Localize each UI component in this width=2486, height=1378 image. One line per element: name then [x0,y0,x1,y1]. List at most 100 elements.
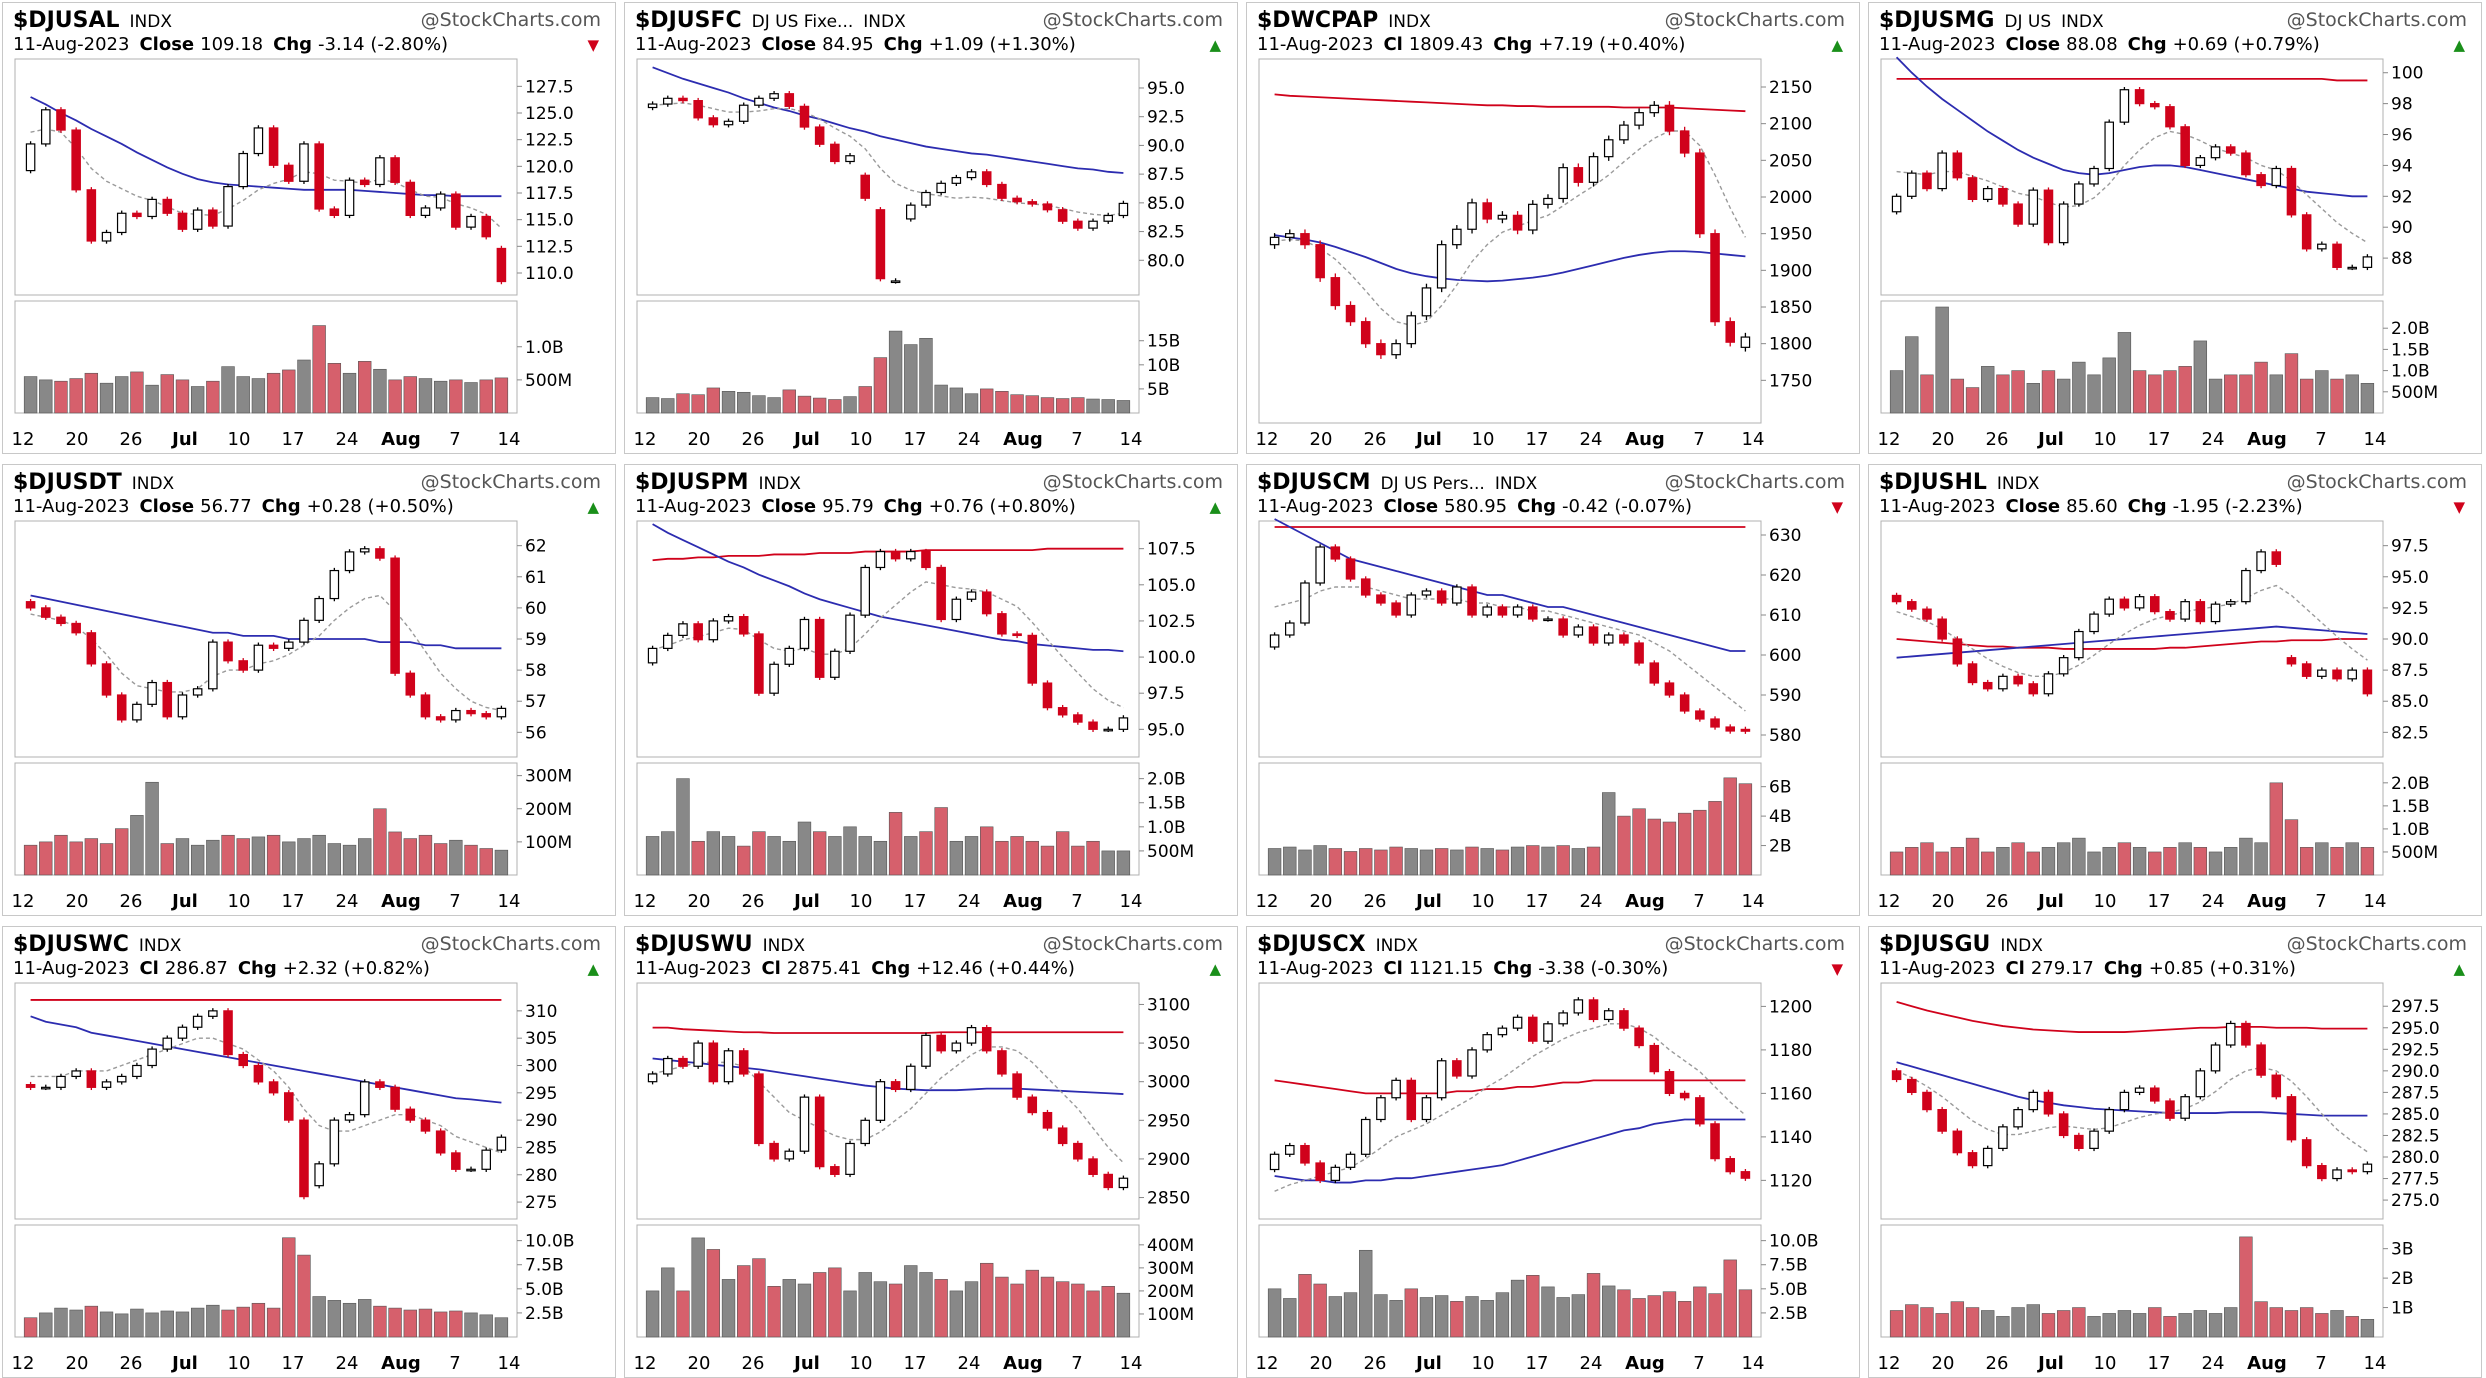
volume-bar [1950,1301,1965,1338]
volume-tick-label: 300M [525,767,572,787]
volume-bar [190,386,205,414]
change-label: Chg [273,34,313,55]
candle [1664,1071,1675,1094]
volume-bar [1996,847,2010,876]
candle [2119,89,2130,123]
volume-bar [858,1272,872,1338]
volume-bar [175,838,190,876]
long-moving-average-line [1274,1079,1746,1095]
candle [1315,546,1325,584]
candle [1558,618,1568,636]
chart-panel[interactable]: $DJUSDT INDX @StockCharts.com 11-Aug-2023 Cl… [2,464,616,916]
chart-panel[interactable]: $DJUSWU INDX @StockCharts.com 11-Aug-2023 Cl… [624,926,1238,1378]
chart-panel[interactable]: $DJUSFC DJ US Fixe... INDX @StockCharts.com… [624,2,1238,454]
candle [1497,1027,1508,1036]
chart-panel[interactable]: $DWCPAP INDX @StockCharts.com 11-Aug-2023 Cl… [1246,2,1860,454]
price-tick-label: 115.0 [525,211,574,231]
volume-bar [388,1307,402,1338]
chart-panel[interactable]: $DJUSMG DJ US INDX @StockCharts.com 11-Aug-2… [1868,2,2482,454]
x-tick-label: 12 [1878,891,1901,912]
candle [814,1096,825,1168]
candle [344,551,355,572]
change-value: +2.32 (+0.82%) [282,958,430,979]
candle [1528,606,1538,620]
volume-bar [1920,374,1934,414]
candle [1619,634,1629,644]
price-tick-label: 85.0 [1147,194,1185,214]
candle [2195,601,2206,623]
x-tick-label: Jul [170,1353,198,1374]
volume-bar [221,1309,235,1338]
long-moving-average-line [1274,93,1746,113]
chart-panel[interactable]: $DJUSCM DJ US Pers... INDX @StockCharts.com… [1246,464,1860,916]
volume-bar [1374,849,1388,876]
price-pane [14,982,518,1220]
volume-bar [2254,361,2268,414]
x-tick-label: 14 [1742,891,1765,912]
x-tick-label: 10 [228,429,251,450]
volume-bar [1510,1279,1525,1338]
volume-bar [888,330,903,414]
volume-bar [1404,1288,1418,1338]
chart-panel[interactable]: $DJUSCX INDX @StockCharts.com 11-Aug-2023 Cl… [1246,926,1860,1378]
medium-moving-average-line [30,594,502,650]
change-label: Chg [883,496,923,517]
price-tick-label: 1850 [1769,298,1812,318]
price-tick-label: 59 [525,630,547,650]
candle [1345,558,1356,580]
volume-bar [54,834,68,876]
candle [830,143,840,163]
volume-bar [2178,366,2192,414]
volume-bar [661,831,675,876]
x-tick-label: 24 [1580,1353,1603,1374]
x-tick-label: 17 [904,1353,927,1374]
candle [1634,642,1644,664]
candle [1619,1010,1629,1029]
volume-bar [1677,1301,1692,1338]
candle [1558,1012,1568,1025]
chart-panel[interactable]: $DJUSHL INDX @StockCharts.com 11-Aug-2023 Cl… [1868,464,2482,916]
candle [2074,1134,2084,1149]
price-tick-label: 120.0 [525,157,574,177]
candle [2058,657,2069,675]
chart-panel[interactable]: $DJUSAL INDX @StockCharts.com 11-Aug-2023 Cl… [2,2,616,454]
candle [1543,197,1553,205]
volume-bar [980,826,994,876]
chart-panel[interactable]: $DJUSWC INDX @StockCharts.com 11-Aug-2023 Cl… [2,926,616,1378]
close-label: Close [2005,496,2061,517]
candle [1695,152,1705,235]
volume-bar [1389,846,1403,876]
x-tick-label: 17 [1526,429,1549,450]
volume-bar [919,1272,933,1338]
candle [162,1037,173,1050]
candle [1558,167,1568,200]
chart-panel[interactable]: $DJUSPM INDX @StockCharts.com 11-Aug-2023 Cl… [624,464,1238,916]
volume-bar [2148,374,2162,414]
volume-bar [23,376,38,414]
price-tick-label: 2000 [1769,188,1812,208]
price-tick-label: 90.0 [1147,136,1185,156]
chart-panel[interactable]: $DJUSGU INDX @StockCharts.com 11-Aug-2023 Cl… [1868,926,2482,1378]
volume-tick-label: 1.0B [525,338,564,358]
volume-bar [69,841,83,876]
candle [1543,618,1553,622]
volume-bar [99,1311,114,1338]
candle [1725,1158,1735,1173]
candle [71,622,81,634]
price-tick-label: 60 [525,599,547,619]
price-tick-label: 98 [2391,95,2413,115]
quote-date: 11-Aug-2023 [1257,34,1374,55]
volume-bar [312,1296,326,1338]
volume-bar [1025,395,1039,414]
x-tick-label: 26 [1364,1353,1387,1374]
candlestick-chart: 107.5 105.0 102.5 100.0 97.5 95.0 2.0B 1.5B 1.0B… [634,520,1196,912]
candle [663,634,673,649]
volume-tick-label: 6B [1769,778,1791,798]
volume-bar [1495,1292,1510,1338]
candle [1012,197,1022,203]
medium-moving-average-line [652,66,1124,174]
candle [2210,146,2221,159]
candle [1088,721,1098,730]
candle [1027,201,1038,205]
price-tick-label: 90 [2391,218,2413,238]
